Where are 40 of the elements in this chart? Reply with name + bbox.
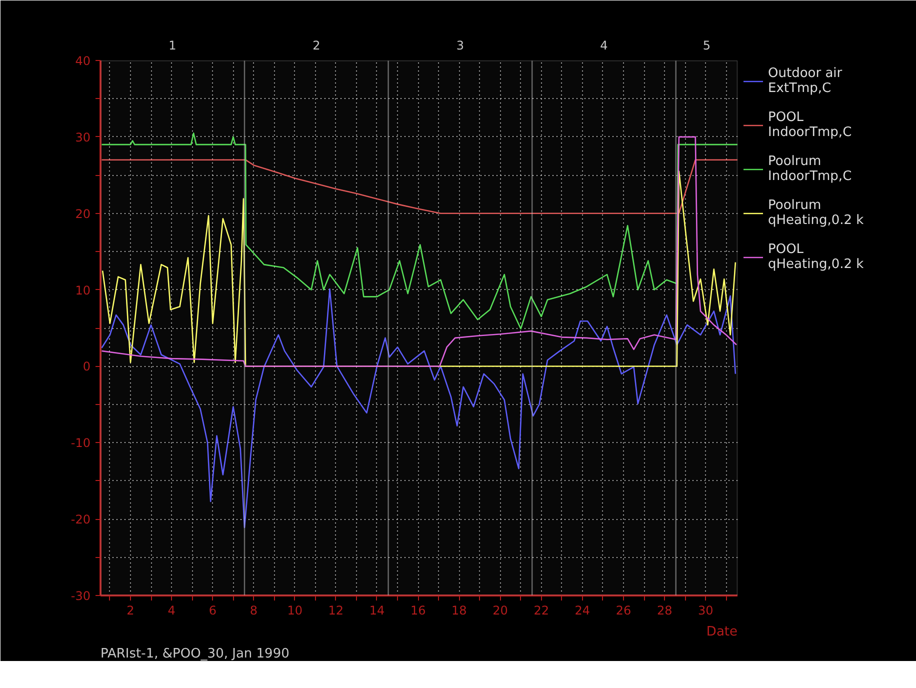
- band-label: 1: [168, 38, 176, 52]
- y-tick-label: 20: [75, 206, 91, 221]
- band-label: 3: [456, 38, 464, 52]
- y-tick-label: 0: [82, 360, 91, 374]
- legend-label: Poolrum qHeating,0.2 k: [768, 198, 864, 228]
- text: PARIst-1, &POO_30, Jan 1990: [100, 646, 290, 662]
- x-tick-label: 26: [616, 604, 632, 618]
- y-tick-label: 30: [75, 130, 91, 144]
- line-series: [101, 132, 738, 330]
- band-label: 4: [600, 38, 608, 52]
- legend-label: POOL IndoorTmp,C: [768, 110, 852, 140]
- x-tick-label: 24: [574, 604, 590, 618]
- x-tick-label: 14: [369, 604, 385, 618]
- x-tick-label: 10: [287, 604, 302, 618]
- legend-label: Outdoor air ExtTmp,C: [768, 66, 842, 96]
- y-tick-label: -10: [70, 436, 91, 450]
- legend-label: Poolrum IndoorTmp,C: [768, 154, 852, 184]
- line-series: [102, 170, 736, 367]
- x-tick-label: 16: [410, 604, 426, 618]
- x-axis-title: Date: [706, 624, 738, 640]
- x-tick-label: 6: [208, 604, 216, 618]
- legend-label: POOL qHeating,0.2 k: [768, 242, 864, 272]
- line-series: [101, 288, 736, 528]
- x-tick-label: 2: [126, 604, 134, 618]
- x-tick-label: 22: [534, 604, 549, 618]
- y-tick-label: -20: [70, 512, 91, 527]
- x-tick-label: 12: [328, 604, 344, 618]
- x-tick-label: 4: [168, 604, 176, 618]
- band-label: 5: [702, 38, 711, 52]
- y-tick-label: -30: [70, 589, 91, 603]
- line-series: [101, 159, 738, 214]
- x-tick-label: 18: [452, 604, 467, 618]
- x-tick-label: 28: [656, 604, 672, 618]
- x-tick-label: 8: [250, 604, 258, 618]
- y-tick-label: 40: [75, 54, 91, 68]
- line-series: [101, 136, 738, 367]
- x-tick-label: 20: [492, 604, 508, 618]
- x-tick-label: 30: [698, 604, 714, 618]
- y-tick-label: 10: [75, 283, 91, 298]
- band-label: 2: [312, 38, 320, 52]
